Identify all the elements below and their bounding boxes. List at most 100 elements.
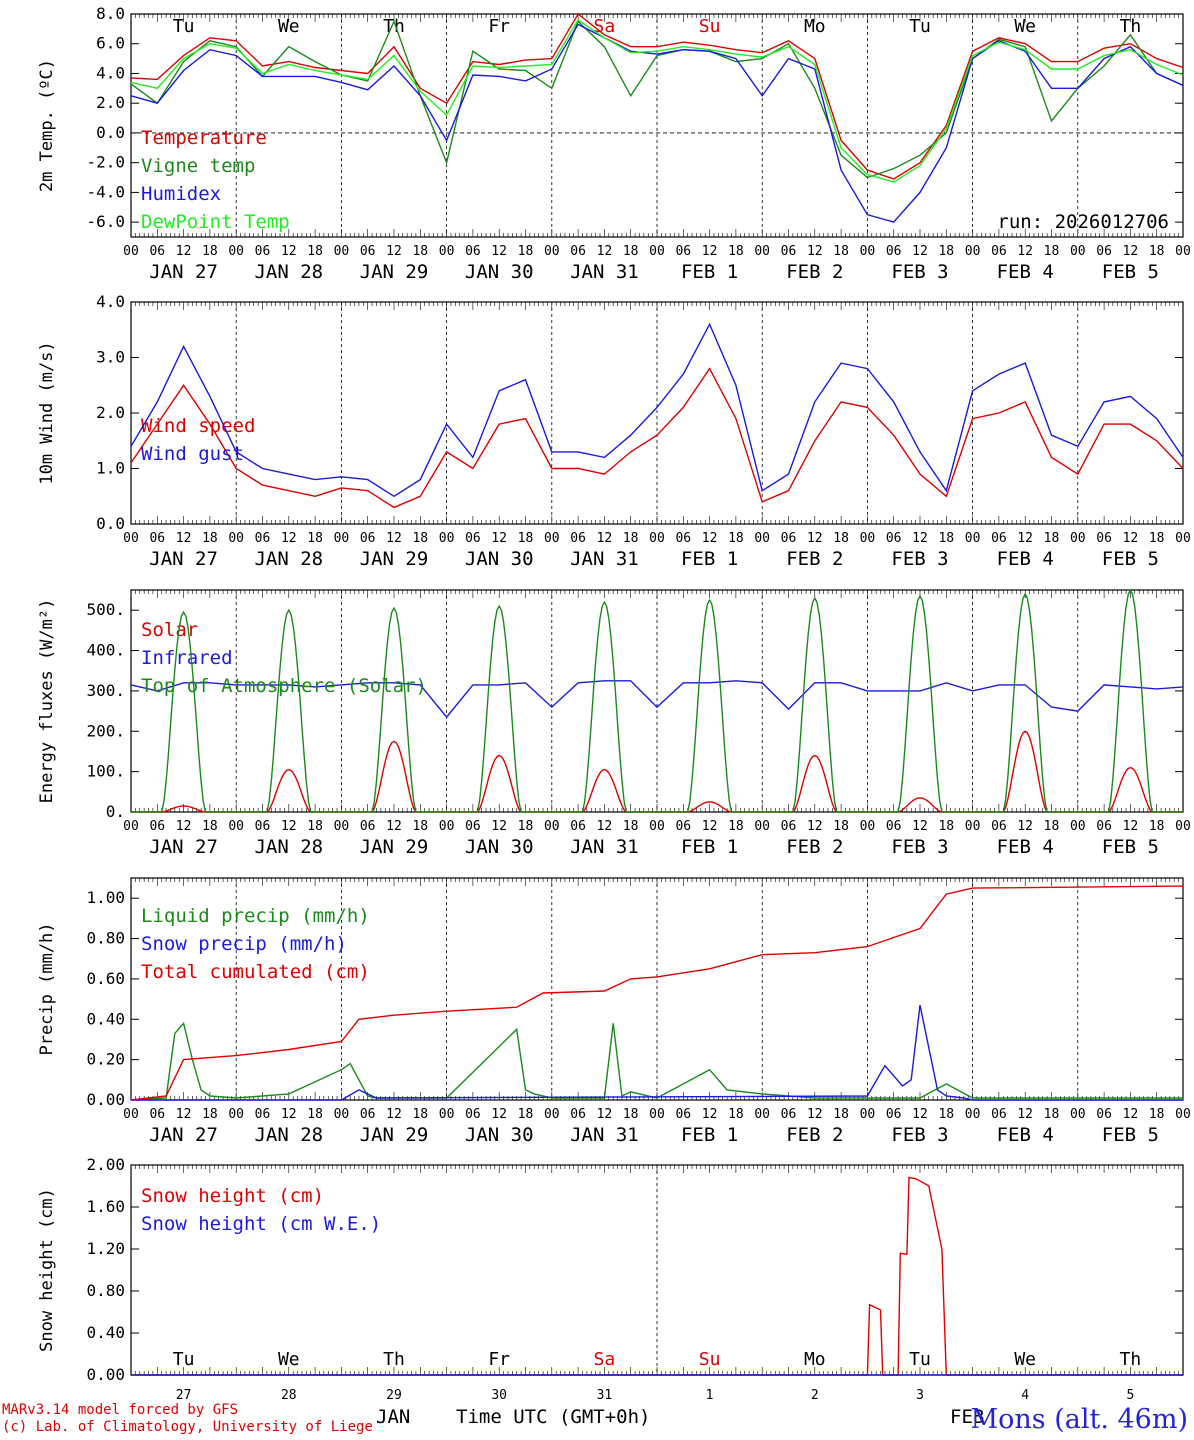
x-hour-label: 06 xyxy=(570,244,586,259)
y-axis-label: Energy fluxes (W/m²) xyxy=(37,599,57,804)
x-date-label: FEB 5 xyxy=(1102,1124,1159,1146)
x-hour-label: 18 xyxy=(412,819,428,834)
x-hour-label: 12 xyxy=(1017,244,1033,259)
station-label: Mons (alt. 46m) xyxy=(970,1404,1188,1435)
x-hour-label: 18 xyxy=(202,819,218,834)
series-line-total-cumulated-cm- xyxy=(130,885,1184,1101)
x-hour-label: 00 xyxy=(649,531,665,546)
x-hour-label: 18 xyxy=(623,244,639,259)
y-tick-label: 3.0 xyxy=(96,348,125,367)
x-date-label: JAN 31 xyxy=(570,548,639,570)
x-hour-label: 00 xyxy=(123,819,139,834)
x-date-label: FEB 1 xyxy=(681,1124,738,1146)
y-tick-label: -6.0 xyxy=(86,212,125,231)
x-date-label: JAN 27 xyxy=(149,548,218,570)
x-day-number: 4 xyxy=(1021,1388,1029,1403)
x-hour-label: 00 xyxy=(754,819,770,834)
x-date-label: FEB 2 xyxy=(786,836,843,858)
x-hour-label: 12 xyxy=(912,244,928,259)
y-tick-label: 0.80 xyxy=(86,1281,125,1300)
x-hour-label: 12 xyxy=(702,819,718,834)
x-hour-label: 06 xyxy=(781,1107,797,1122)
x-hour-label: 00 xyxy=(1175,819,1191,834)
x-hour-label: 18 xyxy=(518,1107,534,1122)
x-hour-label: 12 xyxy=(281,531,297,546)
x-hour-label: 00 xyxy=(334,244,350,259)
y-tick-label: 0.0 xyxy=(96,514,125,533)
x-hour-label: 06 xyxy=(886,244,902,259)
x-hour-label: 18 xyxy=(1044,819,1060,834)
x-day-number: 2 xyxy=(811,1388,819,1403)
x-hour-label: 12 xyxy=(281,819,297,834)
x-hour-label: 06 xyxy=(675,819,691,834)
x-hour-label: 18 xyxy=(518,531,534,546)
x-hour-label: 18 xyxy=(518,819,534,834)
x-hour-label: 18 xyxy=(623,1107,639,1122)
y-tick-label: 8.0 xyxy=(96,4,125,23)
x-hour-label: 18 xyxy=(1044,244,1060,259)
x-axis-title: Time UTC (GMT+0h) xyxy=(456,1406,651,1428)
y-tick-label: 200. xyxy=(86,721,125,740)
x-weekday-label-bottom: Sa xyxy=(594,1349,616,1370)
x-hour-label: 00 xyxy=(228,819,244,834)
x-hour-label: 12 xyxy=(807,244,823,259)
x-hour-label: 18 xyxy=(412,1107,428,1122)
x-hour-label: 12 xyxy=(386,244,402,259)
x-date-label: FEB 1 xyxy=(681,836,738,858)
y-tick-label: -4.0 xyxy=(86,182,125,201)
series-line-dewpoint-temp xyxy=(130,18,1184,183)
y-tick-label: 1.00 xyxy=(86,888,125,907)
x-date-label: JAN 31 xyxy=(570,836,639,858)
legend-entry: Wind gust xyxy=(141,443,244,465)
x-hour-label: 00 xyxy=(439,1107,455,1122)
x-date-label: JAN 30 xyxy=(465,548,534,570)
x-date-label: FEB 5 xyxy=(1102,548,1159,570)
x-day-number: 3 xyxy=(916,1388,924,1403)
legend-entry: Infrared xyxy=(141,647,233,669)
x-hour-label: 06 xyxy=(781,244,797,259)
x-weekday-label-bottom: Tu xyxy=(909,1349,931,1370)
x-hour-label: 06 xyxy=(465,1107,481,1122)
x-date-label: FEB 5 xyxy=(1102,836,1159,858)
x-hour-label: 00 xyxy=(123,1107,139,1122)
x-hour-label: 00 xyxy=(754,244,770,259)
x-date-label: JAN 28 xyxy=(254,1124,323,1146)
x-hour-label: 06 xyxy=(149,244,165,259)
x-date-label: FEB 3 xyxy=(891,548,948,570)
x-hour-label: 00 xyxy=(860,1107,876,1122)
x-date-label: JAN 29 xyxy=(360,261,429,283)
footer-credits: MARv3.14 model forced by GFS (c) Lab. of… xyxy=(2,1402,373,1436)
x-hour-label: 18 xyxy=(833,1107,849,1122)
x-hour-label: 00 xyxy=(860,244,876,259)
x-hour-label: 18 xyxy=(1149,244,1165,259)
x-hour-label: 00 xyxy=(860,531,876,546)
x-hour-label: 00 xyxy=(439,244,455,259)
x-hour-label: 06 xyxy=(675,1107,691,1122)
x-hour-label: 06 xyxy=(360,244,376,259)
y-tick-label: 2.00 xyxy=(86,1155,125,1174)
x-hour-label: 00 xyxy=(544,244,560,259)
x-hour-label: 12 xyxy=(1123,1107,1139,1122)
footer-model-line: MARv3.14 model forced by GFS xyxy=(2,1402,239,1418)
x-hour-label: 06 xyxy=(1096,1107,1112,1122)
x-hour-label: 18 xyxy=(728,244,744,259)
x-weekday-label: We xyxy=(278,16,300,37)
x-hour-label: 00 xyxy=(1070,1107,1086,1122)
y-tick-label: 0.20 xyxy=(86,1050,125,1069)
x-date-label: JAN 27 xyxy=(149,261,218,283)
x-date-label: JAN 28 xyxy=(254,261,323,283)
x-hour-label: 18 xyxy=(728,531,744,546)
y-axis-label: Snow height (cm) xyxy=(37,1188,57,1352)
x-weekday-label: Tu xyxy=(909,16,931,37)
x-weekday-label-bottom: Fr xyxy=(488,1349,510,1370)
series-line-snow-precip-mm-h- xyxy=(131,1004,1183,1101)
x-hour-label: 06 xyxy=(675,531,691,546)
x-hour-label: 00 xyxy=(860,819,876,834)
x-hour-label: 12 xyxy=(176,244,192,259)
x-hour-label: 12 xyxy=(386,1107,402,1122)
x-hour-label: 00 xyxy=(334,819,350,834)
x-hour-label: 06 xyxy=(465,531,481,546)
x-date-label: FEB 4 xyxy=(997,1124,1054,1146)
x-hour-label: 00 xyxy=(965,244,981,259)
x-hour-label: 00 xyxy=(544,819,560,834)
